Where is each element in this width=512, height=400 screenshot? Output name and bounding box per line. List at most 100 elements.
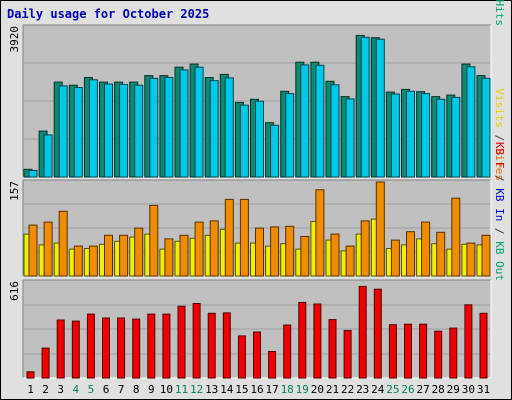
bar-kb-f-day-28 <box>434 330 443 379</box>
x-tick-label-day-7: 7 <box>118 383 125 396</box>
x-tick-label-day-14: 14 <box>220 383 234 396</box>
bar-kb-f-day-31 <box>479 312 488 379</box>
bar-sites-day-3 <box>58 210 68 277</box>
bar-files-day-16 <box>255 100 264 178</box>
bar-files-day-7 <box>119 83 129 178</box>
x-tick-label-day-25: 25 <box>386 383 399 396</box>
bar-sites-day-2 <box>43 221 53 277</box>
bar-kb-f-day-11 <box>177 305 186 379</box>
x-tick-label-day-2: 2 <box>42 383 49 396</box>
bar-kb-f-day-20 <box>313 303 322 379</box>
legend-entry: Visits <box>493 88 506 128</box>
bar-kb-f-day-9 <box>147 313 156 379</box>
bar-files-day-9 <box>149 77 159 178</box>
x-tick-label-day-27: 27 <box>416 383 429 396</box>
x-tick-label-day-19: 19 <box>296 383 309 396</box>
x-tick-label-day-6: 6 <box>103 383 110 396</box>
bar-sites-day-1 <box>28 224 38 277</box>
bar-kb-f-day-29 <box>449 327 458 379</box>
bar-kb-f-day-7 <box>117 317 126 379</box>
bar-files-day-3 <box>58 85 68 178</box>
bar-kb-f-day-12 <box>192 303 201 379</box>
x-tick-label-day-24: 24 <box>371 383 385 396</box>
x-tick-label-day-10: 10 <box>160 383 173 396</box>
bar-sites-day-14 <box>224 198 234 277</box>
x-tick-label-day-5: 5 <box>88 383 95 396</box>
bar-files-day-26 <box>406 90 415 178</box>
bar-kb-f-day-16 <box>253 331 261 379</box>
legend-entry: / <box>493 221 506 241</box>
bar-sites-day-13 <box>209 220 219 277</box>
series-legend: KB F / KB In / KB Out <box>493 142 506 281</box>
bar-kb-f-day-15 <box>237 335 246 379</box>
x-tick-label-day-29: 29 <box>447 383 460 396</box>
bar-files-day-31 <box>481 77 491 178</box>
bar-kb-f-day-27 <box>419 323 428 379</box>
bar-sites-day-5 <box>88 245 98 277</box>
bar-files-day-17 <box>270 124 280 178</box>
bar-kb-f-day-3 <box>56 319 65 379</box>
x-tick-label-day-13: 13 <box>205 383 218 396</box>
x-tick-label-day-12: 12 <box>190 383 203 396</box>
bar-kb-f-day-24 <box>373 288 382 379</box>
x-tick-label-day-28: 28 <box>432 383 445 396</box>
bar-kb-f-day-5 <box>86 313 95 379</box>
bar-sites-day-21 <box>330 233 340 277</box>
bar-files-day-4 <box>73 87 83 178</box>
bar-sites-day-4 <box>73 245 83 277</box>
chart-title: Daily usage for October 2025 <box>7 7 210 21</box>
x-tick-label-day-26: 26 <box>401 383 414 396</box>
bar-files-day-15 <box>239 104 249 178</box>
bar-files-day-19 <box>300 64 310 178</box>
bar-files-day-5 <box>88 79 98 178</box>
bar-kb-f-day-25 <box>388 324 397 379</box>
bar-kb-f-day-14 <box>222 312 231 379</box>
bar-kb-f-day-23 <box>358 285 367 379</box>
bar-sites-day-17 <box>270 226 280 277</box>
bar-files-day-21 <box>330 84 340 178</box>
bar-sites-day-27 <box>421 221 431 277</box>
x-tick-label-day-22: 22 <box>341 383 354 396</box>
legend-entry: KB In <box>493 188 506 221</box>
bar-sites-day-8 <box>134 227 144 277</box>
bar-kb-f-day-13 <box>207 312 216 379</box>
x-tick-label-day-4: 4 <box>72 383 79 396</box>
bar-sites-day-25 <box>390 239 400 277</box>
bar-kb-f-day-19 <box>298 301 307 379</box>
bar-files-day-2 <box>43 134 53 178</box>
bar-sites-day-18 <box>285 225 295 277</box>
x-tick-label-day-3: 3 <box>57 383 64 396</box>
y-axis-max-label: 3920 <box>8 26 21 53</box>
bar-kb-f-day-18 <box>283 324 292 379</box>
bar-kb-f-day-8 <box>132 318 141 379</box>
bar-sites-day-22 <box>345 245 355 277</box>
legend-entry: / <box>493 168 506 188</box>
bar-sites-day-24 <box>375 181 385 277</box>
bar-files-day-30 <box>466 66 476 178</box>
bar-files-day-25 <box>390 93 400 178</box>
x-tick-label-day-1: 1 <box>27 383 34 396</box>
bar-sites-day-11 <box>179 234 189 277</box>
legend-entry: Hits <box>493 0 506 26</box>
bar-kb-f-day-6 <box>102 317 110 379</box>
bar-files-day-10 <box>164 77 174 178</box>
bar-kb-f-day-30 <box>464 304 473 379</box>
x-tick-label-day-20: 20 <box>311 383 324 396</box>
bar-sites-day-19 <box>300 236 310 277</box>
bar-sites-day-6 <box>104 234 113 277</box>
bar-kb-f-day-10 <box>162 313 171 379</box>
bar-files-day-1 <box>28 170 38 178</box>
bar-sites-day-16 <box>255 227 264 277</box>
bar-files-day-14 <box>224 77 234 178</box>
series-legend: Pages / Files / Hits <box>493 0 506 26</box>
bar-sites-day-12 <box>194 221 204 277</box>
bar-kb-f-day-21 <box>328 319 337 379</box>
x-tick-label-day-23: 23 <box>356 383 369 396</box>
x-tick-label-day-15: 15 <box>235 383 248 396</box>
bar-files-day-6 <box>104 83 113 178</box>
bar-sites-day-31 <box>481 234 491 277</box>
bar-files-day-11 <box>179 69 189 178</box>
bar-kb-f-day-17 <box>268 351 277 379</box>
bar-kb-f-day-2 <box>41 347 50 379</box>
bar-sites-day-28 <box>436 231 446 277</box>
